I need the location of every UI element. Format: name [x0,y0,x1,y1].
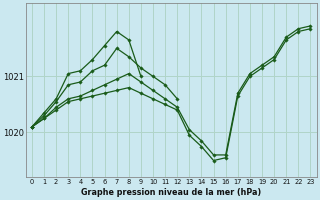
X-axis label: Graphe pression niveau de la mer (hPa): Graphe pression niveau de la mer (hPa) [81,188,261,197]
